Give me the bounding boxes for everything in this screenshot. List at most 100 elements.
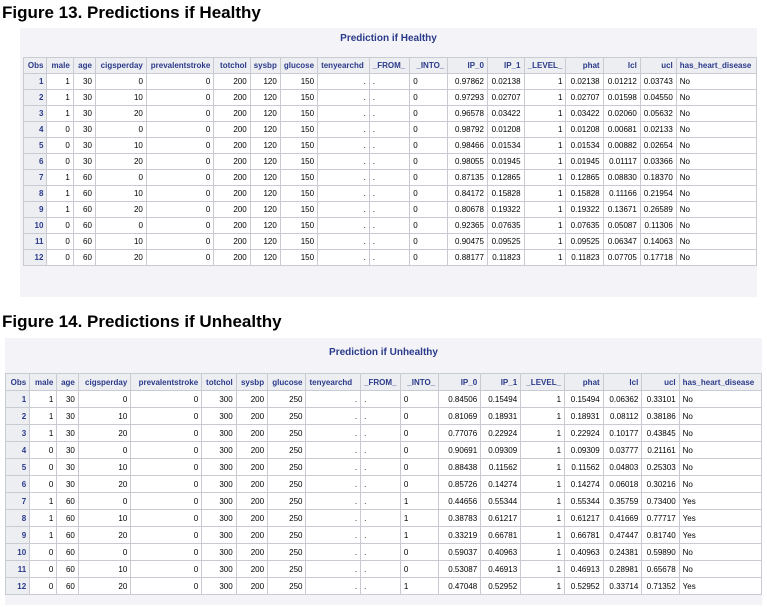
table-cell: 1	[523, 217, 567, 234]
table-cell: 0	[145, 121, 215, 138]
table-cell: .	[305, 526, 362, 544]
table-cell: 0	[399, 543, 440, 561]
table-cell: 0.87135	[447, 169, 488, 186]
table-cell: 0	[94, 169, 147, 186]
table-cell: 60	[72, 169, 96, 186]
table-row: 11 0 60 10 0 300 200 250.. 0 0.53087 0.46913 1 0.469…	[4, 560, 763, 578]
table-cell: 150	[279, 89, 319, 106]
table-cell: 0	[29, 475, 58, 493]
table-cell: 10	[77, 509, 132, 527]
table-cell: 1	[520, 543, 566, 561]
table-row: 3 1 30 20 0 200 120 150.. 0 0.96578 0.03422 1 0.0342…	[22, 105, 758, 122]
table-cell: 1	[523, 89, 567, 106]
table-cell: 120	[249, 201, 281, 218]
table-cell: 1	[523, 73, 567, 90]
table-cell: 0.73400	[641, 492, 680, 510]
obs-number-cell: 6	[22, 153, 48, 170]
table-cell: 0	[29, 458, 58, 476]
table-cell: 0	[94, 121, 147, 138]
table-cell: 120	[249, 89, 281, 106]
table-cell: 150	[279, 217, 319, 234]
table-cell: No	[678, 424, 763, 442]
table-cell: 150	[279, 233, 319, 250]
table-cell: 0.11562	[480, 458, 522, 476]
table-cell: 0.00681	[602, 121, 641, 138]
table-cell: 0	[409, 185, 449, 202]
table-cell: 200	[213, 73, 251, 90]
table-cell: Yes	[678, 492, 763, 510]
table-cell: 0	[145, 249, 215, 266]
table-cell: 0.13671	[602, 201, 641, 218]
table-cell: 0	[409, 73, 449, 90]
table-row: 1 1 30 0 0 300 200 250.. 0 0.84506 0.15494 1 0.15494…	[4, 390, 763, 408]
table-cell: 0	[409, 137, 449, 154]
table-cell: 1	[523, 249, 567, 266]
table-cell: 60	[56, 526, 79, 544]
figure-14-heading: Figure 14. Predictions if Unhealthy	[2, 312, 282, 331]
table-cell: .	[368, 73, 411, 90]
table-cell: 0.19322	[486, 201, 525, 218]
table-cell: No	[675, 233, 758, 250]
table-cell: 0	[409, 105, 449, 122]
table-cell: 200	[235, 424, 269, 442]
table-cell: 0.11166	[602, 185, 641, 202]
table-cell: 0.07705	[602, 249, 641, 266]
table-cell: 300	[201, 390, 237, 408]
table-cell: 0.40963	[480, 543, 522, 561]
table-cell: .	[305, 543, 362, 561]
table-row: 10 0 60 0 0 300 200 250.. 0 0.59037 0.40963 1 0.4096…	[4, 543, 763, 561]
table-cell: 0.02707	[565, 89, 604, 106]
fig14-col-header: totchol	[201, 373, 237, 391]
table-cell: 30	[72, 105, 96, 122]
table-row: 9 1 60 20 0 300 200 250.. 1 0.33219 0.66781 1 0.6678…	[4, 526, 763, 544]
table-cell: No	[675, 73, 758, 90]
table-cell: 0.90475	[447, 233, 488, 250]
table-cell: 0.01117	[602, 153, 641, 170]
table-cell: 60	[56, 543, 79, 561]
table-cell: 0.26589	[639, 201, 677, 218]
table-cell: .	[360, 424, 401, 442]
obs-number-cell: 5	[22, 137, 48, 154]
table-cell: 0.44656	[438, 492, 482, 510]
table-row: 10 0 60 0 0 200 120 150.. 0 0.92365 0.07635 1 0.0763…	[22, 217, 758, 234]
table-cell: 0	[46, 137, 74, 154]
table-cell: 30	[56, 441, 79, 459]
table-cell: No	[675, 121, 758, 138]
table-cell: 10	[77, 458, 132, 476]
table-cell: 0.18370	[639, 169, 677, 186]
table-cell: 200	[235, 458, 269, 476]
table-cell: No	[678, 441, 763, 459]
table-cell: 0.81069	[438, 407, 482, 425]
table-cell: 0	[145, 217, 215, 234]
table-cell: 1	[523, 121, 567, 138]
table-cell: 200	[235, 526, 269, 544]
table-cell: 0	[29, 577, 58, 595]
table-cell: 0	[77, 492, 132, 510]
table-cell: 150	[279, 185, 319, 202]
table-cell: .	[305, 509, 362, 527]
table-cell: .	[368, 105, 411, 122]
obs-number-cell: 11	[22, 233, 48, 250]
table-cell: 0	[46, 121, 74, 138]
table-cell: 300	[201, 560, 237, 578]
table-cell: 0.84506	[438, 390, 482, 408]
fig13-col-header: IP_0	[447, 57, 488, 74]
table-cell: 0.15828	[565, 185, 604, 202]
table-cell: 0	[130, 560, 203, 578]
table-cell: .	[305, 577, 362, 595]
table-cell: 0.09525	[486, 233, 525, 250]
table-cell: 0.33714	[602, 577, 643, 595]
table-cell: 300	[201, 441, 237, 459]
table-cell: 1	[29, 509, 58, 527]
table-cell: 1	[46, 105, 74, 122]
table-cell: No	[675, 185, 758, 202]
table-cell: 0.85726	[438, 475, 482, 493]
table-cell: 200	[213, 217, 251, 234]
table-cell: 300	[201, 543, 237, 561]
table-cell: .	[317, 185, 370, 202]
table-cell: 0	[77, 390, 132, 408]
table-cell: 0.05632	[639, 105, 677, 122]
figure-14-panel: Prediction if Unhealthy Obs male age cigspe…	[4, 338, 763, 605]
table-cell: .	[368, 169, 411, 186]
obs-number-cell: 1	[4, 390, 31, 408]
